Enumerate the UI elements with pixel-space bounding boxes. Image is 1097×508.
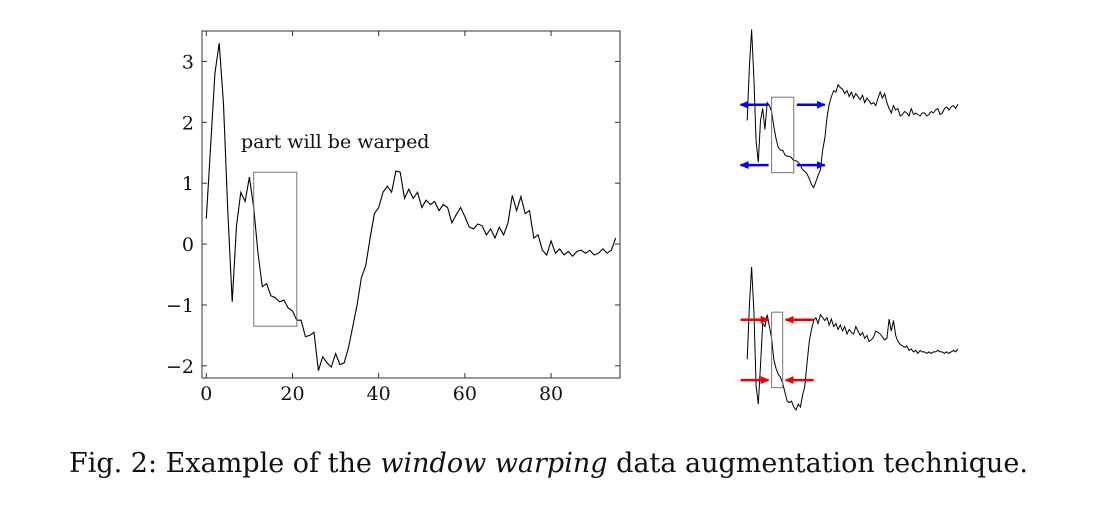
y-tick-label: 3 [182,51,194,73]
caption-suffix: data augmentation technique. [607,448,1028,479]
main-plot-frame [201,30,621,379]
y-tick-label: −1 [166,295,194,317]
stretched-plot [739,29,959,189]
main-tick-labels: 0 20 40 60 80 3 2 1 0 −1 −2 [166,51,563,405]
x-tick-label: 60 [453,383,477,405]
x-tick-label: 20 [280,383,304,405]
y-tick-label: −2 [166,356,194,378]
y-tick-label: 2 [182,112,194,134]
x-tick-label: 0 [200,383,212,405]
squeezed-arrows [740,315,814,385]
squeezed-series-line [746,266,959,412]
main-plot: 0 20 40 60 80 3 2 1 0 −1 −2 part will be warped [166,30,621,405]
y-tick-label: 0 [182,234,194,256]
caption-prefix: Fig. 2: Example of the [68,448,381,479]
stretched-arrows [739,100,826,170]
figure-caption: Fig. 2: Example of the window warping da… [0,448,1097,479]
squeezed-plot [740,266,959,412]
x-tick-label: 80 [539,383,563,405]
squeezed-warp-box [771,311,784,389]
stretched-warp-box [771,96,795,174]
warp-window-box [253,171,298,327]
caption-emphasis: window warping [380,448,608,479]
x-tick-label: 40 [367,383,391,405]
stretched-series-line [746,29,959,189]
warp-annotation: part will be warped [241,131,429,153]
main-series-line [205,43,617,371]
y-tick-label: 1 [182,173,194,195]
main-ticks [202,31,620,378]
